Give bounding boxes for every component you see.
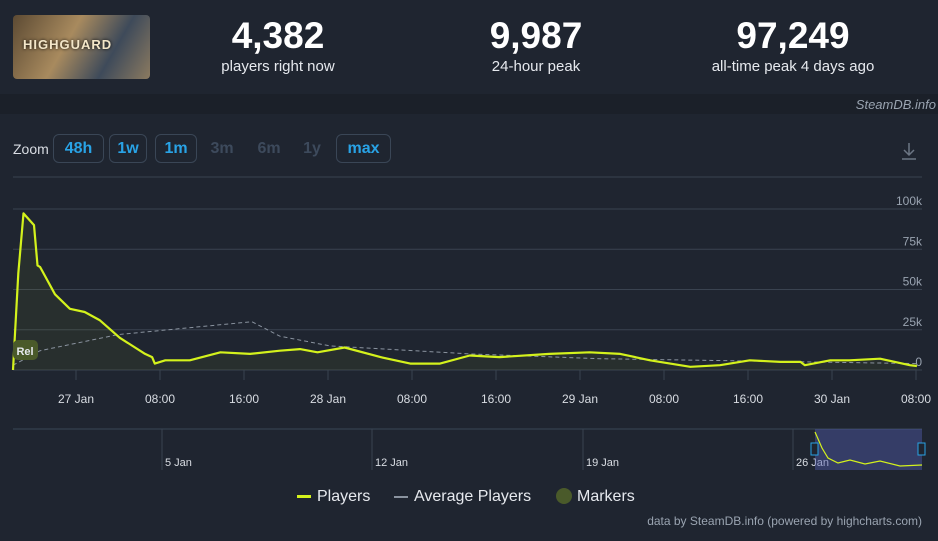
x-tick-label: 08:00 xyxy=(397,392,427,406)
x-tick-label: 08:00 xyxy=(901,392,931,406)
legend-players[interactable]: Players xyxy=(297,488,370,506)
zoom-1y-button: 1y xyxy=(303,140,321,157)
stat-current: 4,382 players right now xyxy=(168,14,388,75)
average-legend-icon xyxy=(394,495,408,498)
release-marker-label: Rel xyxy=(16,346,33,358)
y-tick-label: 0 xyxy=(915,355,922,369)
legend-label: Players xyxy=(317,488,371,505)
stats-header: HIGHGUARD 4,382 players right now 9,987 24… xyxy=(0,0,938,94)
steamdb-credit[interactable]: SteamDB.info xyxy=(855,97,936,112)
zoom-max-button[interactable]: max xyxy=(336,134,391,163)
navigator-label: 5 Jan xyxy=(165,457,192,469)
stat-label: 24-hour peak xyxy=(491,58,581,75)
x-tick-label: 16:00 xyxy=(733,392,763,406)
release-marker xyxy=(13,340,38,360)
game-logo: HIGHGUARD xyxy=(23,37,113,52)
x-tick-label: 30 Jan xyxy=(814,392,850,406)
zoom-48h-button[interactable]: 48h xyxy=(53,134,104,163)
stat-label: all-time peak 4 days ago xyxy=(711,58,875,75)
x-tick-label: 08:00 xyxy=(145,392,175,406)
y-tick-label: 100k xyxy=(896,194,923,208)
stat-alltime: 97,249 all-time peak 4 days ago xyxy=(683,14,903,75)
markers-legend-icon xyxy=(556,488,572,504)
chart-panel xyxy=(0,114,938,541)
stat-value: 4,382 xyxy=(231,15,325,56)
game-thumbnail[interactable]: HIGHGUARD xyxy=(13,15,150,79)
x-tick-label: 29 Jan xyxy=(562,392,598,406)
zoom-6m-button: 6m xyxy=(257,140,281,157)
players-legend-icon xyxy=(297,495,311,499)
stat-24h: 9,987 24-hour peak xyxy=(426,14,646,75)
y-tick-label: 50k xyxy=(903,275,923,289)
stat-label: players right now xyxy=(221,58,335,75)
y-tick-label: 75k xyxy=(903,234,923,248)
stat-value: 97,249 xyxy=(736,15,850,56)
navigator-series xyxy=(814,431,923,467)
legend-label: Markers xyxy=(577,488,635,505)
legend-markers[interactable]: Markers xyxy=(556,488,635,506)
x-tick-label: 16:00 xyxy=(481,392,511,406)
x-tick-label: 28 Jan xyxy=(310,392,346,406)
legend-average[interactable]: Average Players xyxy=(394,488,531,506)
navigator-handle-left[interactable] xyxy=(810,442,819,456)
zoom-label: Zoom xyxy=(13,141,49,157)
navigator-label: 19 Jan xyxy=(586,457,619,469)
players-chart[interactable]: 0 25k 50k 75k 100k 27 Jan 08:00 16:00 28 Jan 08:0… xyxy=(0,0,938,480)
zoom-1w-button[interactable]: 1w xyxy=(109,134,147,163)
navigator-label: 26 Jan xyxy=(796,457,829,469)
stat-value: 9,987 xyxy=(489,15,583,56)
average-players-line xyxy=(12,321,917,366)
x-tick-label: 08:00 xyxy=(649,392,679,406)
x-tick-label: 16:00 xyxy=(229,392,259,406)
y-tick-label: 25k xyxy=(903,315,923,329)
navigator-handle-right[interactable] xyxy=(917,442,926,456)
download-icon[interactable] xyxy=(898,140,920,162)
zoom-1m-button[interactable]: 1m xyxy=(155,134,197,163)
players-line xyxy=(11,212,918,371)
x-tick-label: 27 Jan xyxy=(58,392,94,406)
zoom-3m-button: 3m xyxy=(210,140,234,157)
legend-label: Average Players xyxy=(414,488,532,505)
players-area xyxy=(13,213,917,370)
footer-credit[interactable]: data by SteamDB.info (powered by highcha… xyxy=(647,514,922,528)
navigator-label: 12 Jan xyxy=(375,457,408,469)
